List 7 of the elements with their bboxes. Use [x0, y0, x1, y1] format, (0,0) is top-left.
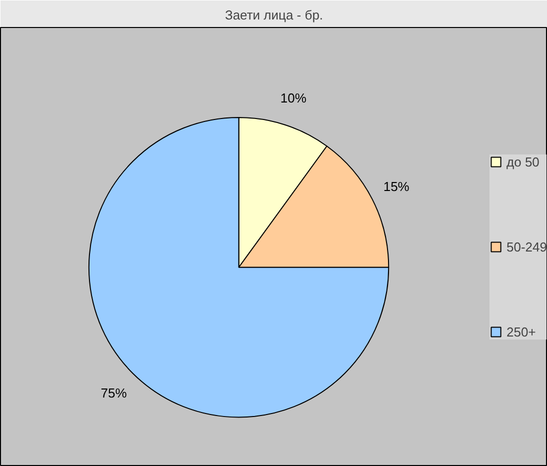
legend-label: до 50 [506, 154, 540, 169]
chart-title: Заети лица - бр. [224, 8, 324, 22]
legend-label: 250+ [506, 324, 536, 339]
data-label: 75% [100, 386, 128, 401]
legend-label: 50-249 [506, 239, 547, 254]
data-label: 10% [280, 90, 307, 106]
data-label: 15% [383, 179, 410, 194]
